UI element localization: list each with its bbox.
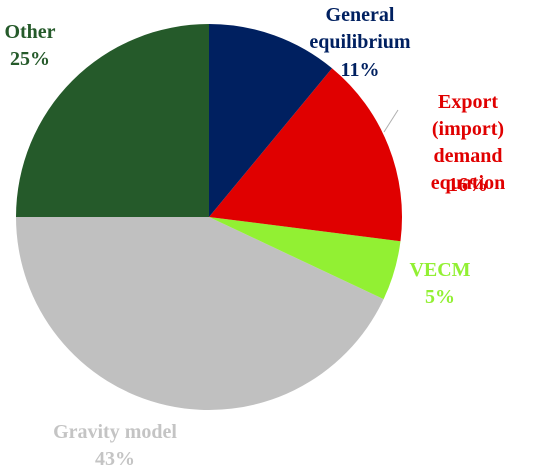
value-label: 25% xyxy=(10,48,50,70)
slice-label: VECM xyxy=(409,259,471,281)
slice-label: Export (import) demand equation xyxy=(430,91,506,194)
pie-slice xyxy=(16,24,209,217)
slice-label: General equilibrium xyxy=(309,4,411,53)
pie-slice xyxy=(209,24,333,217)
slice-label: Gravity model xyxy=(53,421,177,443)
value-label: 16% xyxy=(448,174,488,196)
value-label: 5% xyxy=(425,286,455,308)
slice-label: Other xyxy=(4,21,56,43)
pie-slice xyxy=(16,217,384,411)
pie-slice xyxy=(209,68,403,242)
pie-slice xyxy=(209,217,401,300)
leader-line xyxy=(383,109,399,133)
value-label: 11% xyxy=(340,59,380,81)
value-label: 43% xyxy=(95,448,135,470)
